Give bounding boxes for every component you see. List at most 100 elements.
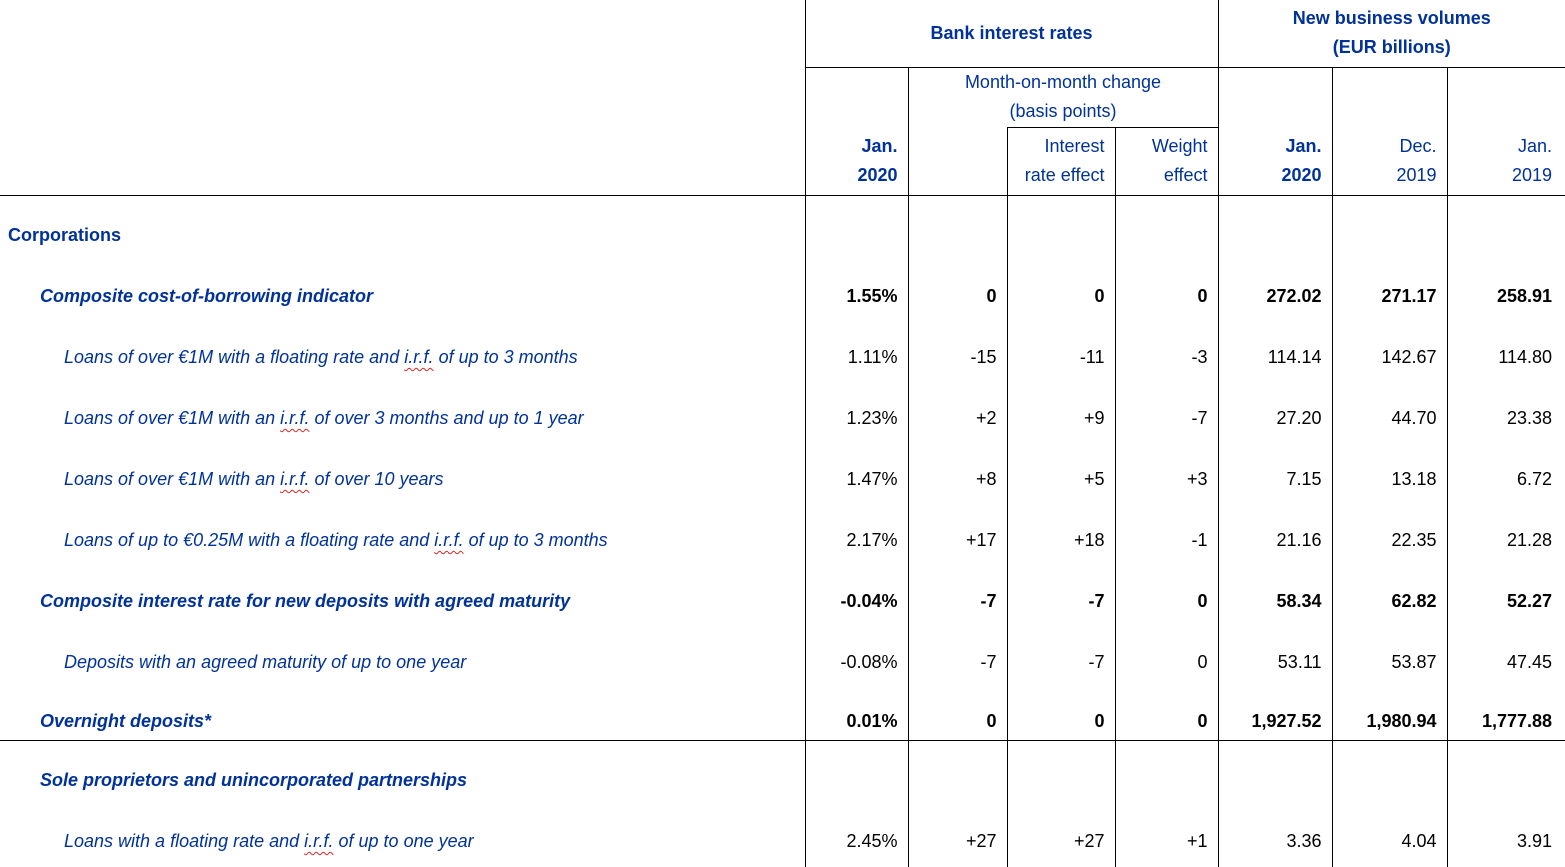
cell-mom-change <box>907 750 1007 811</box>
label-text: of over 3 months and up to 1 year <box>309 408 584 428</box>
cell-volume-jan-2020: 58.34 <box>1217 571 1333 632</box>
column-header-volume-jan-2020: Jan. 2020 <box>1217 127 1333 196</box>
cell-interest-rate-effect: +5 <box>1006 449 1115 510</box>
cell-weight-effect: +3 <box>1114 449 1219 510</box>
misspelled-term: i.r.f. <box>280 469 310 489</box>
cell-weight-effect: 0 <box>1114 632 1219 693</box>
column-header-volume-jan-2019: Jan. 2019 <box>1446 127 1565 196</box>
row-label: Composite cost-of-borrowing indicator <box>0 266 805 327</box>
cell-volume-jan-2020: 114.14 <box>1217 327 1333 388</box>
cell-interest-rate-effect: +9 <box>1006 388 1115 449</box>
header-new-business-volumes: New business volumes (EUR billions) <box>1217 0 1565 68</box>
col-vol-dec2019-line1: Dec. <box>1399 135 1437 156</box>
col-vol-jan2020-line1: Jan. <box>1285 135 1322 156</box>
cell-volume-jan-2019: 258.91 <box>1446 266 1565 327</box>
label-text: Loans with a floating rate and <box>64 831 305 851</box>
cell-mom-change: +2 <box>907 388 1007 449</box>
header-empty-vol-jan-2019 <box>1446 67 1565 127</box>
cell-volume-jan-2019 <box>1446 750 1565 811</box>
cell-volume-jan-2020: 272.02 <box>1217 266 1333 327</box>
cell-interest-rate-effect: -7 <box>1006 632 1115 693</box>
table-row: Deposits with an agreed maturity of up t… <box>0 632 1565 693</box>
col-vol-dec2019-line2: 2019 <box>1396 164 1437 185</box>
header-volumes-line2: (EUR billions) <box>1332 37 1451 58</box>
col-rate-period-line1: Jan. <box>861 135 898 156</box>
table-row: Composite cost-of-borrowing indicator 1.5… <box>0 266 1565 327</box>
cell-volume-dec-2019: 44.70 <box>1331 388 1448 449</box>
col-rate-period-line2: 2020 <box>857 164 898 185</box>
spacer-cell <box>907 195 1007 205</box>
row-label: Composite interest rate for new deposits… <box>0 571 805 632</box>
spacer-cell <box>907 740 1007 750</box>
spacer-cell <box>804 740 908 750</box>
cell-volume-jan-2019: 3.91 <box>1446 811 1565 867</box>
spacer-cell <box>1446 740 1565 750</box>
table-row: Corporations <box>0 205 1565 266</box>
spacer-cell <box>1006 740 1115 750</box>
cell-interest-rate-effect: -11 <box>1006 327 1115 388</box>
header-group-row: Bank interest rates New business volumes… <box>0 0 1565 68</box>
cell-interest-rate-effect: -7 <box>1006 571 1115 632</box>
cell-rate-jan-2020: 2.45% <box>804 811 908 867</box>
row-label: Loans of over €1M with a floating rate a… <box>0 327 805 388</box>
table-row: Loans of over €1M with an i.r.f. of over… <box>0 449 1565 510</box>
cell-volume-jan-2020: 7.15 <box>1217 449 1333 510</box>
cell-volume-jan-2020: 27.20 <box>1217 388 1333 449</box>
column-header-weight-effect: Weight effect <box>1114 126 1219 196</box>
label-text: of over 10 years <box>309 469 444 489</box>
row-label: Sole proprietors and unincorporated part… <box>0 750 805 811</box>
cell-mom-change: +8 <box>907 449 1007 510</box>
spacer-cell <box>0 195 805 205</box>
cell-weight-effect: +1 <box>1114 811 1219 867</box>
cell-mom-change <box>907 205 1007 266</box>
header-mom-line2: (basis points) <box>1009 101 1117 121</box>
cell-volume-dec-2019: 53.87 <box>1331 632 1448 693</box>
cell-weight-effect <box>1114 205 1219 266</box>
cell-weight-effect: 0 <box>1114 266 1219 327</box>
label-text: Overnight deposits* <box>40 710 212 731</box>
misspelled-term: i.r.f. <box>434 530 464 550</box>
header-empty-rate-col <box>804 67 908 127</box>
cell-volume-jan-2019 <box>1446 205 1565 266</box>
column-header-mom-total <box>907 127 1007 196</box>
column-header-interest-rate-effect: Interest rate effect <box>1006 126 1115 196</box>
label-text: of up to 3 months <box>463 530 608 550</box>
table-row: Loans of up to €0.25M with a floating ra… <box>0 510 1565 571</box>
cell-rate-jan-2020: -0.08% <box>804 632 908 693</box>
label-text: Composite interest rate for new deposits… <box>40 591 571 611</box>
cell-volume-jan-2019: 1,777.88 <box>1446 693 1565 741</box>
cell-volume-jan-2019: 6.72 <box>1446 449 1565 510</box>
spacer-row <box>0 740 1565 750</box>
cell-weight-effect: -1 <box>1114 510 1219 571</box>
col-vol-jan2020-line2: 2020 <box>1281 164 1322 185</box>
label-text: Loans of up to €0.25M with a floating ra… <box>64 530 435 550</box>
row-label: Corporations <box>0 205 805 266</box>
cell-rate-jan-2020 <box>804 750 908 811</box>
cell-mom-change: 0 <box>907 266 1007 327</box>
misspelled-term: i.r.f. <box>304 831 334 851</box>
cell-mom-change: -15 <box>907 327 1007 388</box>
cell-mom-change: +17 <box>907 510 1007 571</box>
cell-volume-dec-2019: 22.35 <box>1331 510 1448 571</box>
cell-interest-rate-effect: +27 <box>1006 811 1115 867</box>
cell-weight-effect: -7 <box>1114 388 1219 449</box>
spacer-cell <box>1446 195 1565 205</box>
label-text: Loans of over €1M with an <box>64 469 281 489</box>
header-empty-corner <box>0 0 805 67</box>
row-label: Deposits with an agreed maturity of up t… <box>0 632 805 693</box>
label-text: Corporations <box>8 225 122 245</box>
cell-rate-jan-2020: 1.47% <box>804 449 908 510</box>
row-label: Loans of over €1M with an i.r.f. of over… <box>0 388 805 449</box>
label-text: Loans of over €1M with an <box>64 408 281 428</box>
header-empty <box>0 67 805 127</box>
cell-mom-change: 0 <box>907 693 1007 741</box>
cell-volume-jan-2019: 114.80 <box>1446 327 1565 388</box>
header-empty-vol-jan-2020 <box>1217 67 1333 127</box>
spacer-cell <box>1331 195 1448 205</box>
cell-volume-dec-2019: 142.67 <box>1331 327 1448 388</box>
misspelled-term: i.r.f. <box>404 347 434 367</box>
col-interest-effect-line1: Interest <box>1044 136 1105 156</box>
header-empty <box>0 127 805 196</box>
cell-weight-effect: 0 <box>1114 693 1219 741</box>
row-label: Loans of up to €0.25M with a floating ra… <box>0 510 805 571</box>
